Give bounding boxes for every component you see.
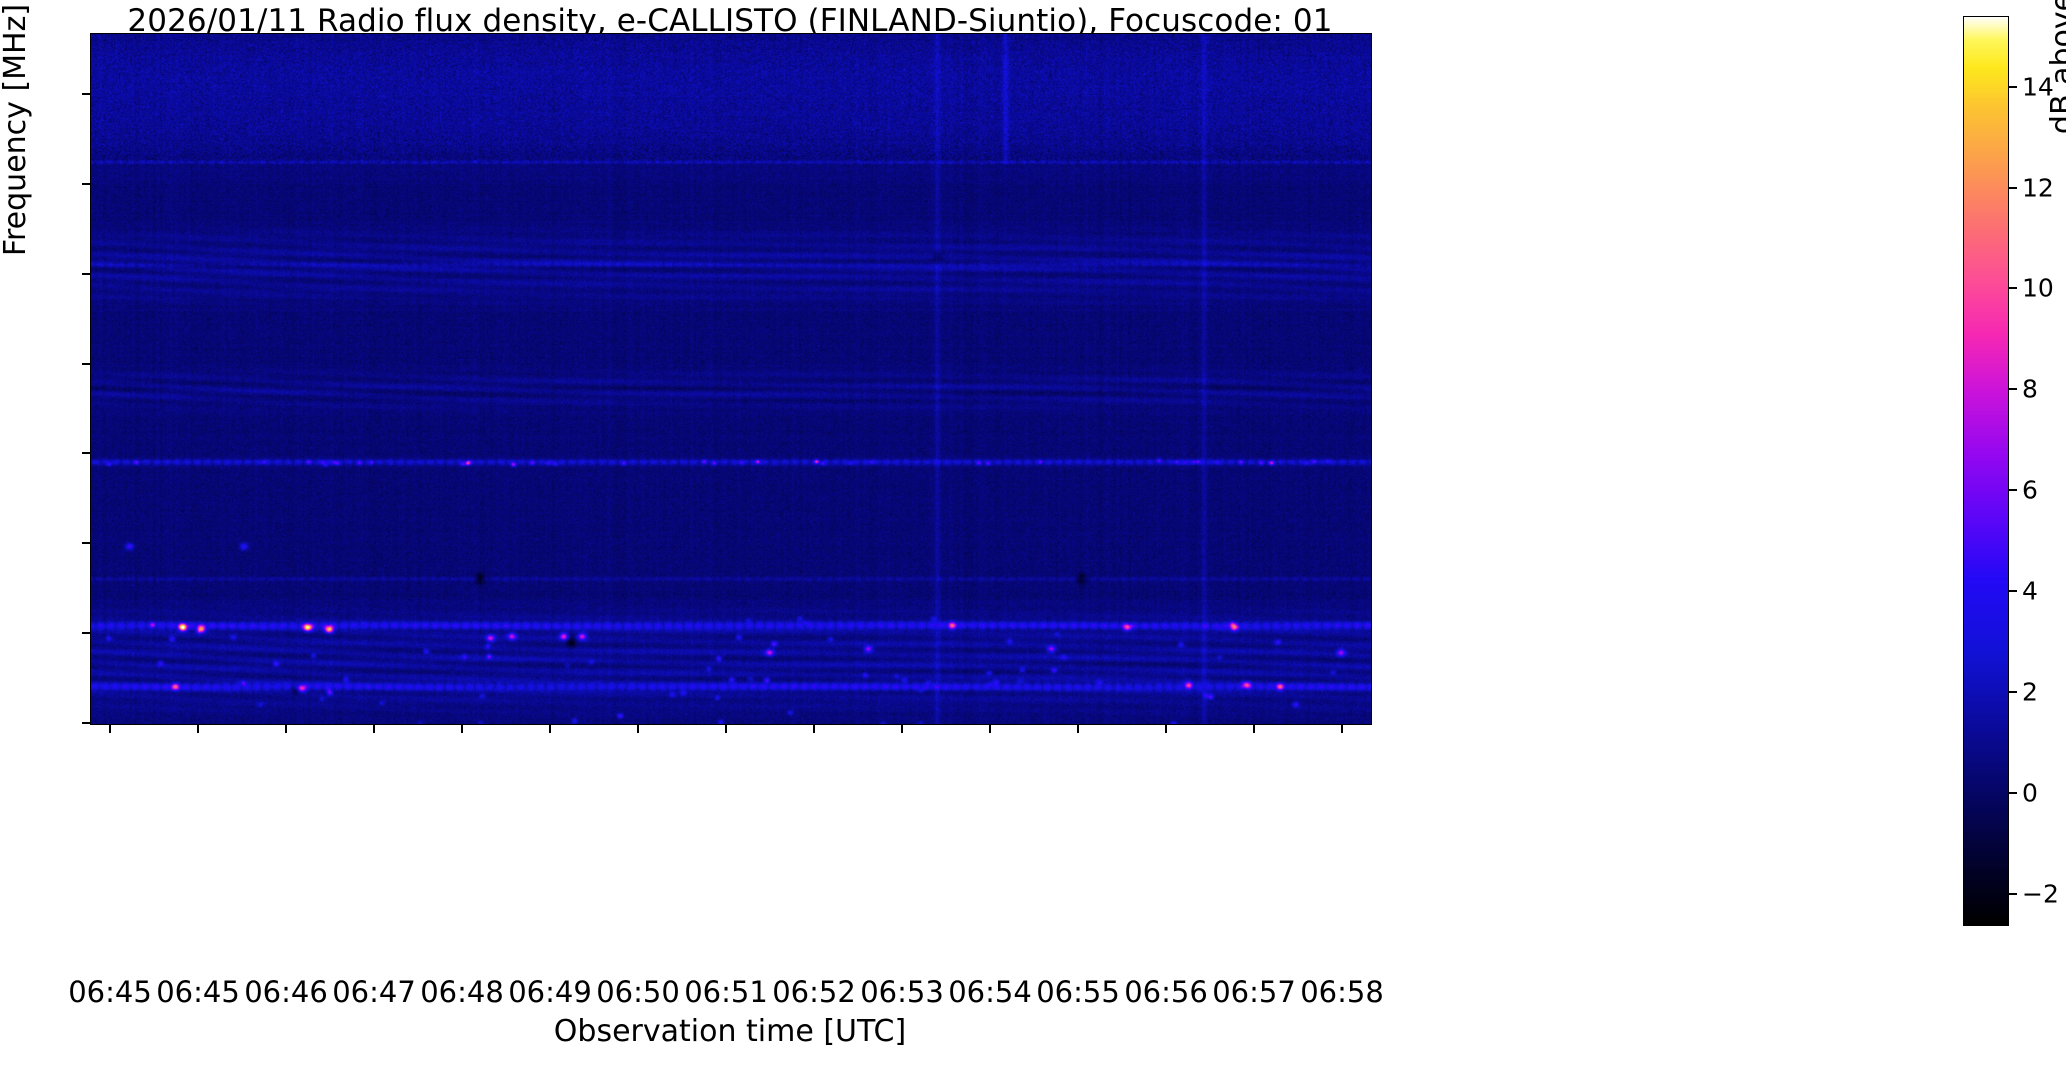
y-tick-mark [82,362,90,365]
y-tick-mark [82,272,90,275]
colorbar-gradient [1964,17,2008,925]
x-tick-mark [109,725,111,733]
colorbar-tick-label: 0 [2022,778,2038,808]
y-tick-mark [82,632,90,635]
y-tick-mark [82,93,90,96]
x-tick-mark [813,725,815,733]
x-tick-mark [1253,725,1255,733]
x-tick-label: 06:50 [596,975,680,1009]
x-tick-label: 06:53 [860,975,944,1009]
colorbar [1963,16,2009,926]
x-tick-mark [637,725,639,733]
y-tick-mark [82,452,90,455]
x-tick-mark [373,725,375,733]
colorbar-tick-mark [2009,287,2017,290]
colorbar-tick-label: −2 [2022,879,2059,909]
y-tick-mark [82,722,90,724]
x-tick-mark [1165,725,1167,733]
colorbar-tick-mark [2009,590,2017,593]
spectrogram-image [91,34,1371,724]
x-tick-label: 06:47 [332,975,416,1009]
colorbar-label: dB above background [2045,0,2066,230]
colorbar-tick-label: 2 [2022,677,2038,707]
colorbar-tick-mark [2009,489,2017,492]
x-tick-label: 06:55 [1036,975,1120,1009]
colorbar-tick-mark [2009,186,2017,189]
x-tick-mark [901,725,903,733]
x-tick-mark [549,725,551,733]
x-tick-label: 06:56 [1124,975,1208,1009]
figure-title: 2026/01/11 Radio flux density, e-CALLIST… [127,3,1333,39]
x-tick-mark [461,725,463,733]
x-tick-label: 06:54 [948,975,1032,1009]
x-tick-label: 06:48 [420,975,504,1009]
spectrogram-plot-area [90,33,1372,725]
x-tick-label: 06:46 [244,975,328,1009]
colorbar-tick-label: 8 [2022,374,2038,404]
x-tick-mark [1341,725,1343,733]
x-tick-label: 06:45 [68,975,152,1009]
colorbar-tick-mark [2009,791,2017,794]
colorbar-tick-label: 12 [2022,173,2054,202]
x-axis-label: Observation time [UTC] [553,1014,907,1049]
colorbar-tick-label: 4 [2022,576,2038,606]
x-tick-mark [197,725,199,733]
x-tick-label: 06:58 [1300,975,1384,1009]
colorbar-tick-label: 14 [2022,72,2054,102]
colorbar-tick-mark [2009,690,2017,693]
y-tick-mark [82,182,90,185]
x-tick-label: 06:52 [772,975,856,1009]
x-tick-label: 06:51 [684,975,768,1009]
colorbar-tick-mark [2009,388,2017,391]
colorbar-tick-mark [2009,892,2017,895]
y-tick-mark [82,542,90,545]
x-tick-mark [285,725,287,733]
x-tick-label: 06:45 [156,975,240,1009]
x-tick-label: 06:57 [1212,975,1296,1009]
colorbar-tick-mark [2009,85,2017,88]
x-tick-label: 06:49 [508,975,592,1009]
colorbar-tick-label: 6 [2022,475,2038,505]
x-tick-mark [989,725,991,733]
colorbar-tick-label: 10 [2022,273,2054,303]
y-axis-label: Frequency [MHz] [0,3,33,257]
x-tick-mark [725,725,727,733]
x-tick-mark [1077,725,1079,733]
